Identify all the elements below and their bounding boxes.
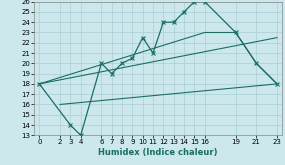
X-axis label: Humidex (Indice chaleur): Humidex (Indice chaleur) [98,148,218,157]
